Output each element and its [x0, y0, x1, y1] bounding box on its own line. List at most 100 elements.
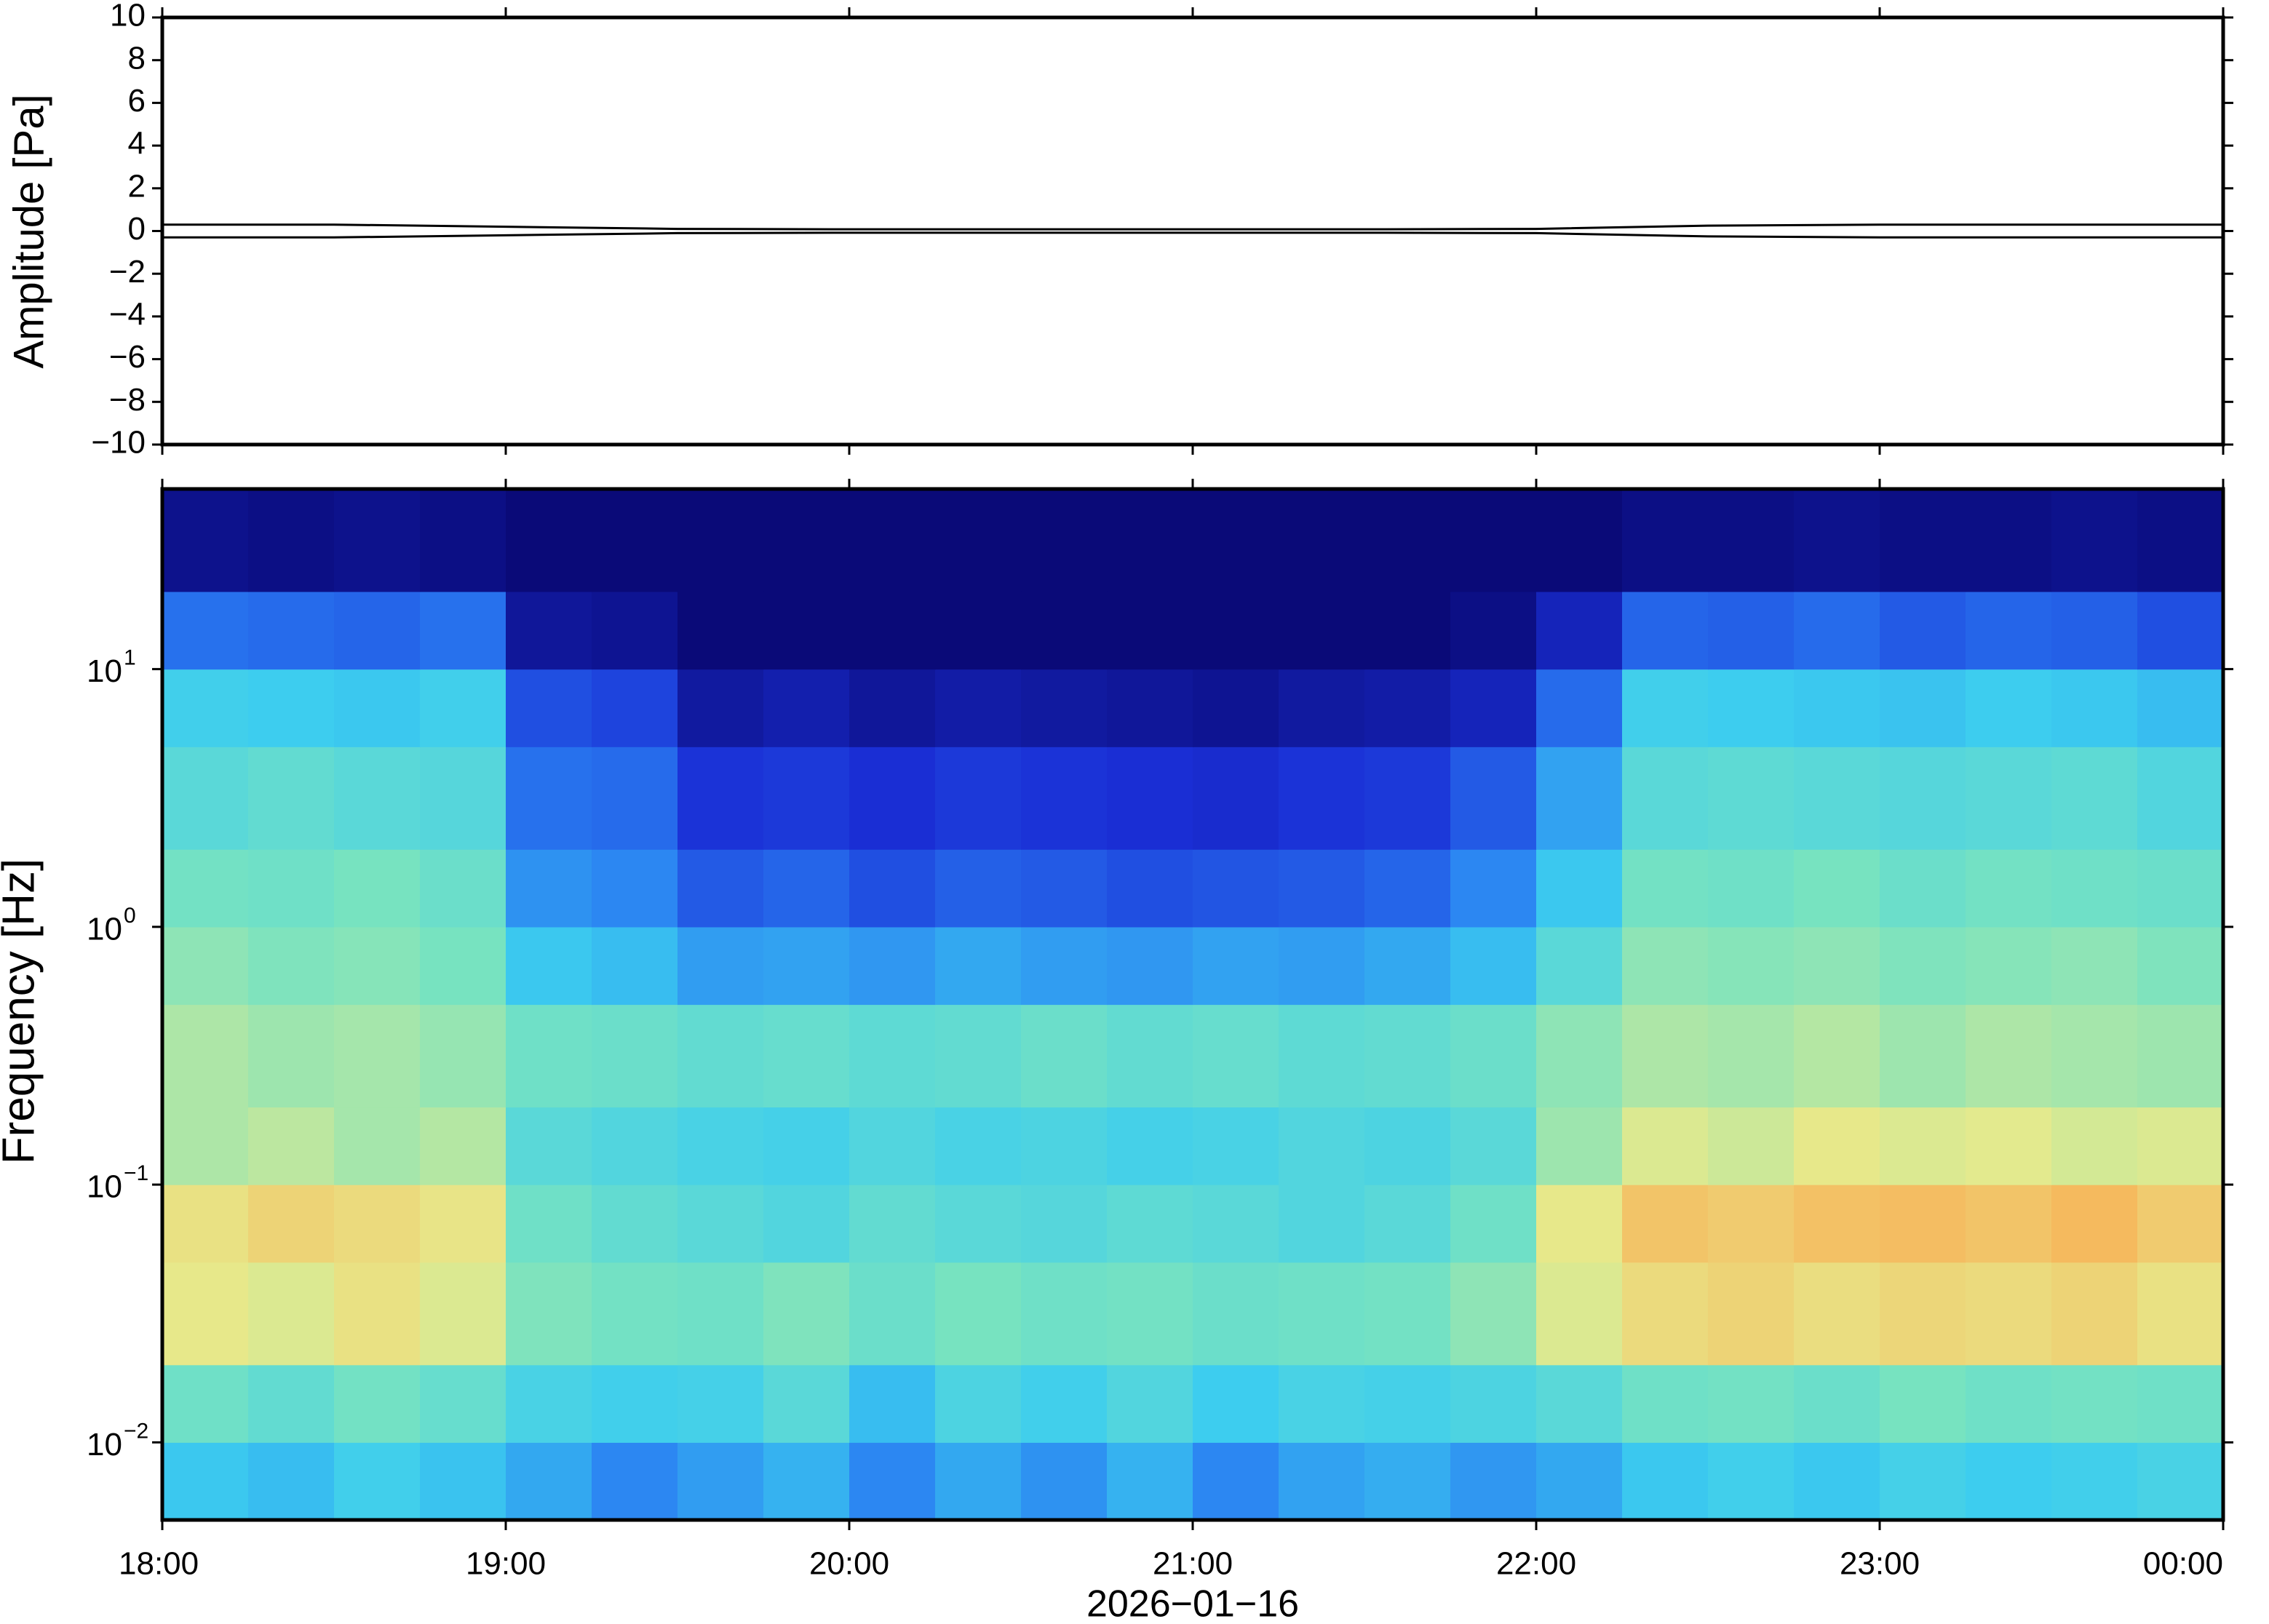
cell — [1279, 591, 1365, 670]
cell — [677, 1442, 764, 1521]
y-tick-label: 10 — [87, 911, 122, 947]
cell — [1107, 1442, 1193, 1521]
cell — [1880, 849, 1966, 928]
cell — [162, 489, 249, 592]
cell — [849, 926, 936, 1006]
cell — [1021, 1185, 1108, 1263]
cell — [1193, 747, 1279, 850]
cell — [2051, 1004, 2138, 1108]
cell — [1193, 1442, 1279, 1521]
cell — [1622, 1262, 1709, 1366]
cell — [1021, 1004, 1108, 1108]
cell — [1279, 1442, 1365, 1521]
cell — [1622, 1364, 1709, 1443]
cell — [1880, 669, 1966, 747]
cell — [248, 1185, 335, 1263]
cell — [420, 747, 506, 850]
cell — [1536, 1364, 1623, 1443]
cell — [1794, 1262, 1880, 1366]
cell — [420, 1262, 506, 1366]
y-tick-label: 10 — [87, 1169, 122, 1205]
y-tick-exponent: −2 — [124, 1419, 148, 1443]
cell — [1193, 926, 1279, 1006]
cell — [763, 849, 850, 928]
cell — [1880, 1262, 1966, 1366]
cell — [849, 849, 936, 928]
cell — [1794, 591, 1880, 670]
x-tick-label: 21:00 — [1153, 1546, 1233, 1582]
cell — [162, 1262, 249, 1366]
x-tick-label: 20:00 — [809, 1546, 889, 1582]
trace — [162, 223, 2223, 231]
cell — [1536, 1004, 1623, 1108]
cell — [1364, 1185, 1451, 1263]
cell — [935, 1364, 1022, 1443]
cell — [849, 669, 936, 747]
cell — [2051, 1107, 2138, 1185]
cell — [162, 1185, 249, 1263]
cell — [2137, 489, 2224, 592]
cell — [677, 1185, 764, 1263]
cell — [1193, 849, 1279, 928]
x-tick-label: 00:00 — [2143, 1546, 2223, 1582]
cell — [1107, 1262, 1193, 1366]
cell — [1450, 1442, 1537, 1521]
cell — [420, 1107, 506, 1185]
cell — [420, 1185, 506, 1263]
cell — [334, 747, 421, 850]
cell — [1708, 747, 1795, 850]
cell — [763, 1442, 850, 1521]
cell — [1279, 1364, 1365, 1443]
cell — [1794, 1185, 1880, 1263]
cell — [1622, 1442, 1709, 1521]
cell — [2051, 489, 2138, 592]
cell — [1364, 747, 1451, 850]
cell — [1880, 1442, 1966, 1521]
cell — [677, 926, 764, 1006]
cell — [2051, 1364, 2138, 1443]
cell — [1021, 747, 1108, 850]
cell — [1279, 1185, 1365, 1263]
cell — [1450, 591, 1537, 670]
cell — [1279, 926, 1365, 1006]
cell — [1622, 926, 1709, 1006]
cell — [763, 1262, 850, 1366]
cell — [162, 669, 249, 747]
cell — [2137, 1107, 2224, 1185]
cell — [849, 1185, 936, 1263]
cell — [935, 926, 1022, 1006]
y-tick-label: 10 — [110, 0, 146, 33]
cell — [506, 1004, 592, 1108]
cell — [763, 1364, 850, 1443]
cell — [677, 669, 764, 747]
cell — [334, 489, 421, 592]
cell — [1107, 926, 1193, 1006]
cell — [1708, 669, 1795, 747]
cell — [1021, 489, 1108, 592]
cell — [1021, 849, 1108, 928]
cell — [1708, 591, 1795, 670]
cell — [849, 1004, 936, 1108]
cell — [1107, 591, 1193, 670]
y-tick-label: 0 — [128, 211, 146, 247]
y-tick-exponent: 1 — [124, 646, 136, 670]
cell — [1794, 926, 1880, 1006]
plot-frame — [160, 15, 2225, 447]
cell — [506, 591, 592, 670]
cell — [592, 591, 678, 670]
cell — [334, 926, 421, 1006]
cell — [935, 747, 1022, 850]
cell — [1794, 849, 1880, 928]
cell — [420, 1364, 506, 1443]
cell — [592, 1262, 678, 1366]
cell — [1622, 489, 1709, 592]
cell — [1021, 1442, 1108, 1521]
cell — [506, 926, 592, 1006]
cell — [1107, 1004, 1193, 1108]
cell — [1966, 489, 2052, 592]
y-axis-title: Frequency [Hz] — [0, 859, 44, 1164]
cell — [248, 1364, 335, 1443]
cell — [1880, 747, 1966, 850]
cell — [1880, 926, 1966, 1006]
